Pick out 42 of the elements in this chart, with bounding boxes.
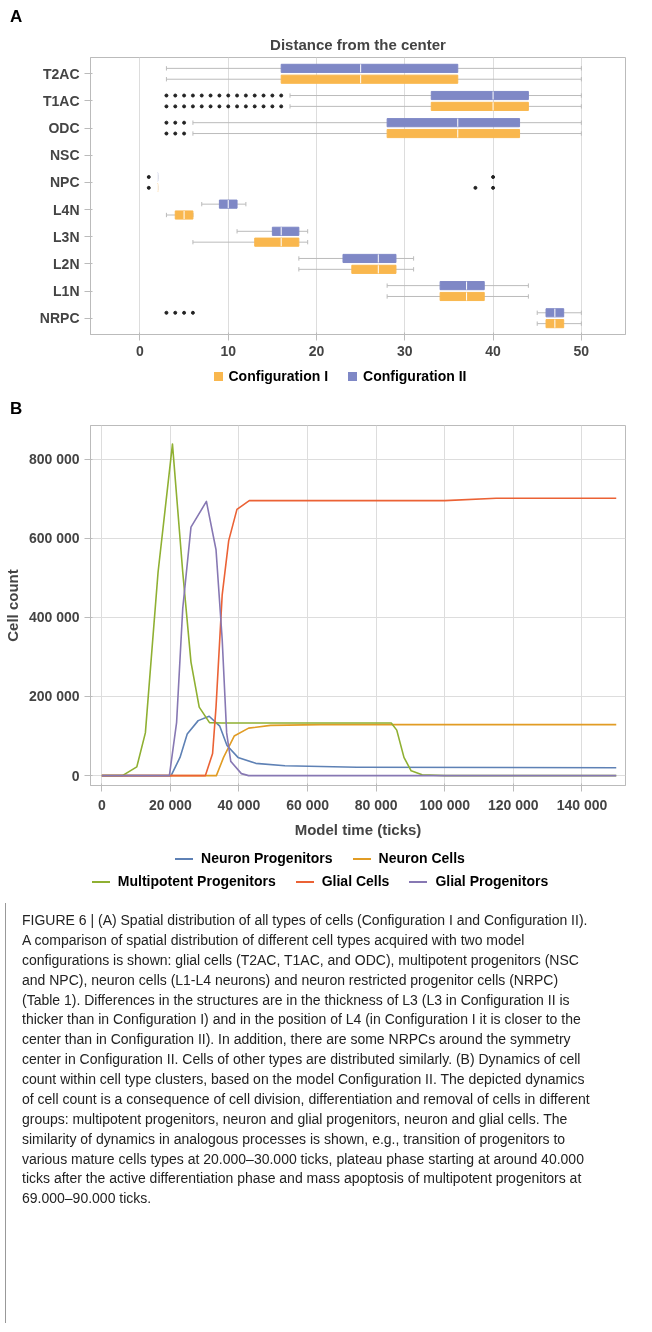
legend-label: Neuron Cells xyxy=(377,850,465,866)
x-tick-label: 30 xyxy=(397,342,413,359)
x-tick-label: 0 xyxy=(97,796,106,813)
y-tick-label: L4N xyxy=(53,201,80,218)
legend-label: Glial Cells xyxy=(320,873,390,889)
y-tick-label: L3N xyxy=(53,228,80,245)
y-tick-label: 200 000 xyxy=(28,688,80,705)
legend-label: Neuron Progenitors xyxy=(200,850,333,866)
y-axis-title: Cell count xyxy=(3,569,21,642)
chart-title: Distance from the center xyxy=(270,35,447,53)
y-tick-label: NRPC xyxy=(39,310,80,327)
text: A xyxy=(10,6,23,28)
y-tick-label: 800 000 xyxy=(28,451,80,468)
y-tick-label: 0 xyxy=(71,767,80,784)
y-tick-label: 400 000 xyxy=(28,609,80,626)
x-tick-label: 80 000 xyxy=(354,796,398,813)
x-tick-label: 10 xyxy=(220,342,237,359)
y-tick-label: ODC xyxy=(48,120,80,137)
x-tick-label: 0 xyxy=(136,342,145,359)
y-tick-label: T1AC xyxy=(42,92,80,109)
text: FIGURE 6 | (A) Spatial distribution of all types of cells (Configuration I and Configuration II). A comparison of spatial distribution of different cell types acquired with two model configurations is shown: glial cells (T2AC, T1AC, and ODC), multipotent progenitors (NSC and NPC), neuron cells (L1-L4 neurons) and neuron restricted progenitor cells (NRPC) (Table 1). Differences in the structures are in the thickness of L3 (L3 in Configuration II is thicker than in Configuration I) and in the position of L4 (in Configuration I it is closer to the center than in Configuration II). In addition, there are some NRPCs around the symmetry center in Configuration II. Cells of other types are distributed similarly. (B) Dynamics of cell count within cell type clusters, based on the model Configuration II. The depicted dynamics of cell count is a consequence of cell division, differentiation and removal of cells in different groups: multipotent progenitors, neuron and glial progenitors, neuron and glial cells. The similarity of dynamics in analogous processes is shown, e.g., transition of progenitors to various mature cells types at 20.000–30.000 ticks, plateau phase starting at around 40.000 ticks after the active differentiation phase and mass apoptosis of multipotent progenitors at 69.000–90.000 ticks. xyxy=(22,912,590,1207)
legend-label: Configuration II xyxy=(362,368,467,384)
y-tick-label: T2AC xyxy=(42,65,80,82)
x-tick-label: 120 000 xyxy=(488,796,539,813)
legend-label: Multipotent Progenitors xyxy=(116,873,276,889)
y-tick-label: L2N xyxy=(53,255,80,272)
x-tick-label: 50 xyxy=(573,342,590,359)
y-tick-label: 600 000 xyxy=(28,530,80,547)
legend-label: Configuration I xyxy=(227,368,329,384)
y-tick-label: L1N xyxy=(53,283,80,300)
x-tick-label: 60 000 xyxy=(286,796,330,813)
y-tick-label: NPC xyxy=(49,174,80,191)
x-tick-label: 140 000 xyxy=(556,796,608,813)
x-tick-label: 20 xyxy=(308,342,325,359)
x-tick-label: 40 000 xyxy=(217,796,261,813)
legend-label: Glial Progenitors xyxy=(434,873,549,889)
text: B xyxy=(10,398,23,420)
x-tick-label: 20 000 xyxy=(149,796,193,813)
x-tick-label: 100 000 xyxy=(419,796,471,813)
y-tick-label: NSC xyxy=(49,147,80,164)
x-axis-title: Model time (ticks) xyxy=(294,820,422,838)
x-tick-label: 40 xyxy=(485,342,502,359)
